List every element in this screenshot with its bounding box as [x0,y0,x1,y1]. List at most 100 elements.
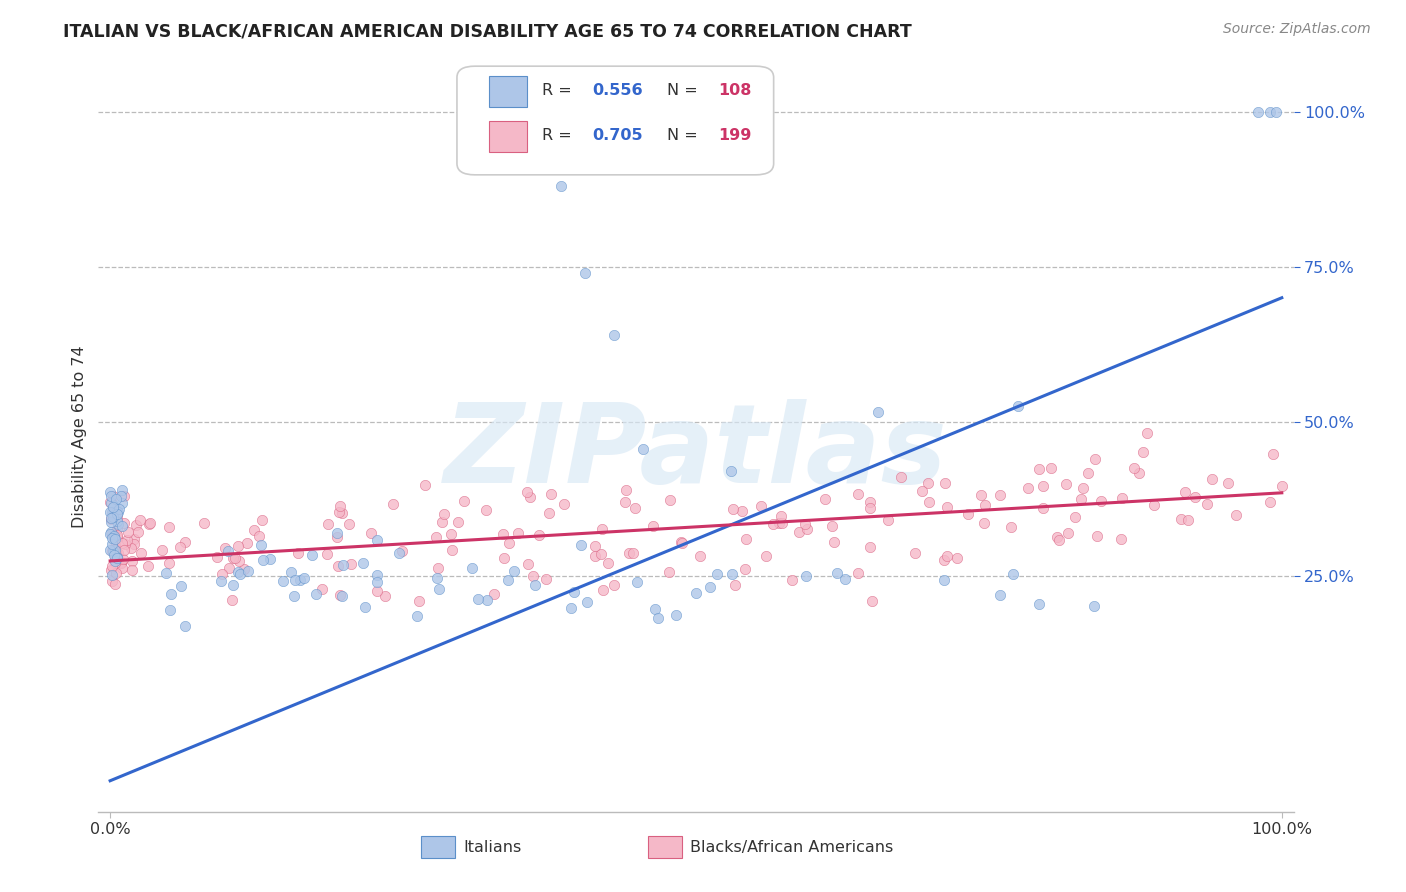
FancyBboxPatch shape [422,836,454,858]
Point [453,494,475,508]
Point [252,553,274,567]
Point [101,574,124,588]
Point [589,547,612,561]
Point [138,516,160,531]
Point [440,527,463,541]
Point [283,589,305,603]
Point [103,531,125,545]
Point [560,601,582,615]
Point [238,564,260,578]
Point [169,541,191,555]
Point [101,567,124,582]
Point [224,551,246,566]
Point [360,525,382,540]
Point [735,532,758,546]
Point [98,542,121,557]
Point [316,516,339,531]
FancyBboxPatch shape [489,76,527,107]
Point [583,539,606,553]
Point [100,512,122,526]
Point [105,566,128,581]
Point [503,564,526,578]
Point [665,607,688,622]
Point [160,586,183,600]
Point [211,566,233,581]
Point [860,594,883,608]
Point [647,610,669,624]
Point [110,555,132,569]
Point [366,584,388,599]
Point [112,489,135,503]
Point [100,515,122,529]
Point [120,541,142,555]
Point [103,529,125,543]
Point [1090,493,1112,508]
Point [1028,598,1050,612]
Point [1143,499,1166,513]
Point [105,507,128,521]
Point [574,266,596,280]
FancyBboxPatch shape [457,66,773,175]
Point [762,516,785,531]
Point [332,589,354,603]
Point [122,532,145,546]
Point [107,546,129,560]
Point [970,488,993,502]
Point [731,504,754,518]
Point [866,405,889,419]
Point [569,538,592,552]
FancyBboxPatch shape [648,836,682,858]
Point [105,530,128,544]
Point [770,508,793,523]
Point [430,516,453,530]
Point [918,495,941,509]
Text: Italians: Italians [463,840,522,855]
Point [242,524,264,538]
Point [946,550,969,565]
Point [105,504,128,518]
Point [562,584,585,599]
Point [112,516,135,531]
Point [734,562,756,576]
Point [328,505,350,519]
Point [101,506,124,520]
Point [793,516,815,531]
Point [603,327,626,342]
Point [104,556,127,570]
Point [326,530,349,544]
Point [114,537,136,551]
Point [1056,525,1078,540]
Point [329,588,352,602]
Point [671,535,693,549]
Point [592,582,614,597]
Point [1032,501,1054,516]
Point [115,533,138,548]
Point [814,491,837,506]
Point [366,575,388,590]
Point [603,578,626,592]
Point [1218,476,1240,491]
Point [250,513,273,527]
Point [107,516,129,531]
Point [105,545,128,559]
Point [209,574,232,589]
Point [592,522,614,536]
Point [516,485,538,500]
Point [934,476,956,491]
Point [1170,512,1192,526]
Point [890,470,912,484]
Point [877,513,900,527]
Text: R =: R = [541,128,576,144]
Point [433,507,456,521]
Point [657,565,679,579]
Text: 108: 108 [718,83,752,97]
Point [1270,479,1292,493]
Point [288,573,311,587]
Point [1054,476,1077,491]
Point [1132,444,1154,458]
Point [821,518,844,533]
Point [280,566,302,580]
Point [100,562,122,576]
Point [105,492,128,507]
Point [534,573,557,587]
